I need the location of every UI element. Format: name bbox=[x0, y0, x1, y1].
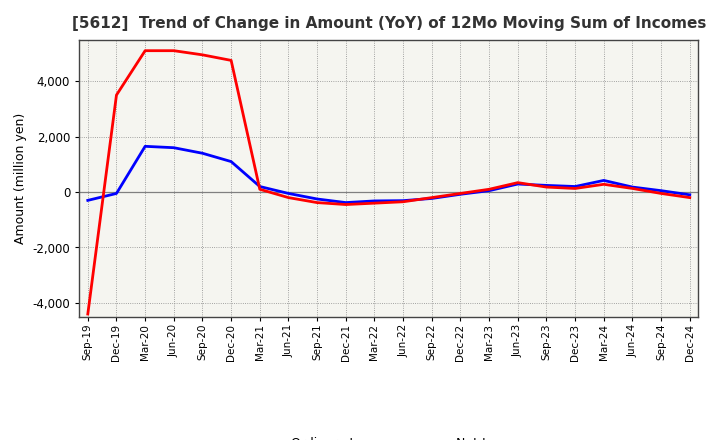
Ordinary Income bbox=[657, 188, 665, 193]
Ordinary Income bbox=[428, 196, 436, 201]
Ordinary Income bbox=[370, 198, 379, 204]
Ordinary Income bbox=[542, 183, 551, 188]
Ordinary Income bbox=[628, 184, 636, 190]
Ordinary Income bbox=[198, 150, 207, 156]
Net Income bbox=[428, 195, 436, 200]
Ordinary Income bbox=[685, 192, 694, 198]
Ordinary Income bbox=[312, 196, 321, 202]
Net Income bbox=[227, 58, 235, 63]
Ordinary Income bbox=[571, 184, 580, 189]
Net Income bbox=[370, 201, 379, 206]
Net Income bbox=[399, 199, 408, 205]
Ordinary Income bbox=[456, 192, 465, 197]
Ordinary Income bbox=[112, 191, 121, 196]
Net Income bbox=[657, 191, 665, 196]
Net Income bbox=[628, 186, 636, 191]
Ordinary Income bbox=[256, 184, 264, 189]
Net Income bbox=[84, 312, 92, 317]
Y-axis label: Amount (million yen): Amount (million yen) bbox=[14, 113, 27, 244]
Net Income bbox=[312, 200, 321, 205]
Ordinary Income bbox=[169, 145, 178, 150]
Ordinary Income bbox=[513, 181, 522, 187]
Net Income bbox=[542, 184, 551, 190]
Ordinary Income bbox=[284, 191, 293, 196]
Title: [5612]  Trend of Change in Amount (YoY) of 12Mo Moving Sum of Incomes: [5612] Trend of Change in Amount (YoY) o… bbox=[71, 16, 706, 32]
Ordinary Income bbox=[485, 188, 493, 193]
Ordinary Income bbox=[399, 198, 408, 203]
Net Income bbox=[112, 92, 121, 98]
Net Income bbox=[169, 48, 178, 53]
Net Income bbox=[256, 187, 264, 192]
Net Income bbox=[198, 52, 207, 58]
Ordinary Income bbox=[600, 178, 608, 183]
Line: Net Income: Net Income bbox=[88, 51, 690, 314]
Ordinary Income bbox=[84, 198, 92, 203]
Net Income bbox=[685, 195, 694, 200]
Net Income bbox=[571, 186, 580, 191]
Line: Ordinary Income: Ordinary Income bbox=[88, 147, 690, 202]
Net Income bbox=[141, 48, 150, 53]
Net Income bbox=[341, 202, 350, 207]
Ordinary Income bbox=[227, 159, 235, 164]
Net Income bbox=[600, 182, 608, 187]
Net Income bbox=[513, 180, 522, 185]
Net Income bbox=[284, 195, 293, 200]
Net Income bbox=[485, 187, 493, 192]
Ordinary Income bbox=[141, 144, 150, 149]
Ordinary Income bbox=[341, 200, 350, 205]
Legend: Ordinary Income, Net Income: Ordinary Income, Net Income bbox=[245, 432, 533, 440]
Net Income bbox=[456, 191, 465, 196]
